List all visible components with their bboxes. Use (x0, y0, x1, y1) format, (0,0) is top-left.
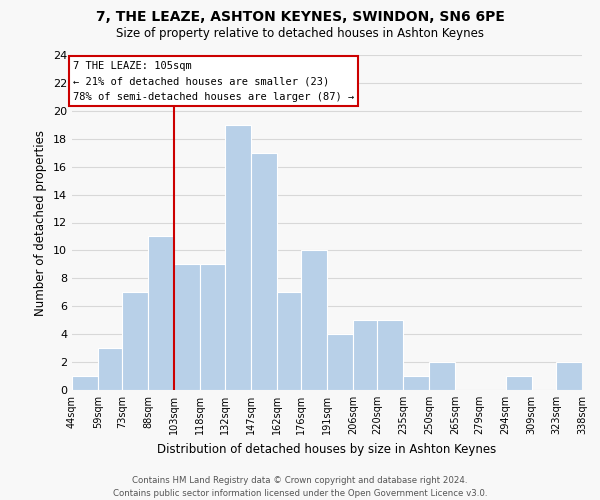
Bar (506, 376, 532, 390)
Bar (556, 362, 582, 390)
Text: 7 THE LEAZE: 105sqm
← 21% of detached houses are smaller (23)
78% of semi-detach: 7 THE LEAZE: 105sqm ← 21% of detached ho… (73, 60, 354, 102)
Bar (224, 125, 251, 390)
Bar (122, 292, 148, 390)
Bar (200, 264, 224, 390)
Bar (277, 292, 301, 390)
Bar (148, 236, 175, 390)
Y-axis label: Number of detached properties: Number of detached properties (34, 130, 47, 316)
Bar (377, 320, 403, 390)
Bar (72, 376, 98, 390)
Bar (430, 362, 455, 390)
Bar (175, 264, 200, 390)
Text: Size of property relative to detached houses in Ashton Keynes: Size of property relative to detached ho… (116, 28, 484, 40)
Bar (301, 250, 327, 390)
Bar (98, 348, 122, 390)
Text: 7, THE LEAZE, ASHTON KEYNES, SWINDON, SN6 6PE: 7, THE LEAZE, ASHTON KEYNES, SWINDON, SN… (95, 10, 505, 24)
Bar (327, 334, 353, 390)
Bar (251, 152, 277, 390)
Text: Contains HM Land Registry data © Crown copyright and database right 2024.
Contai: Contains HM Land Registry data © Crown c… (113, 476, 487, 498)
X-axis label: Distribution of detached houses by size in Ashton Keynes: Distribution of detached houses by size … (157, 442, 497, 456)
Bar (403, 376, 430, 390)
Bar (353, 320, 377, 390)
